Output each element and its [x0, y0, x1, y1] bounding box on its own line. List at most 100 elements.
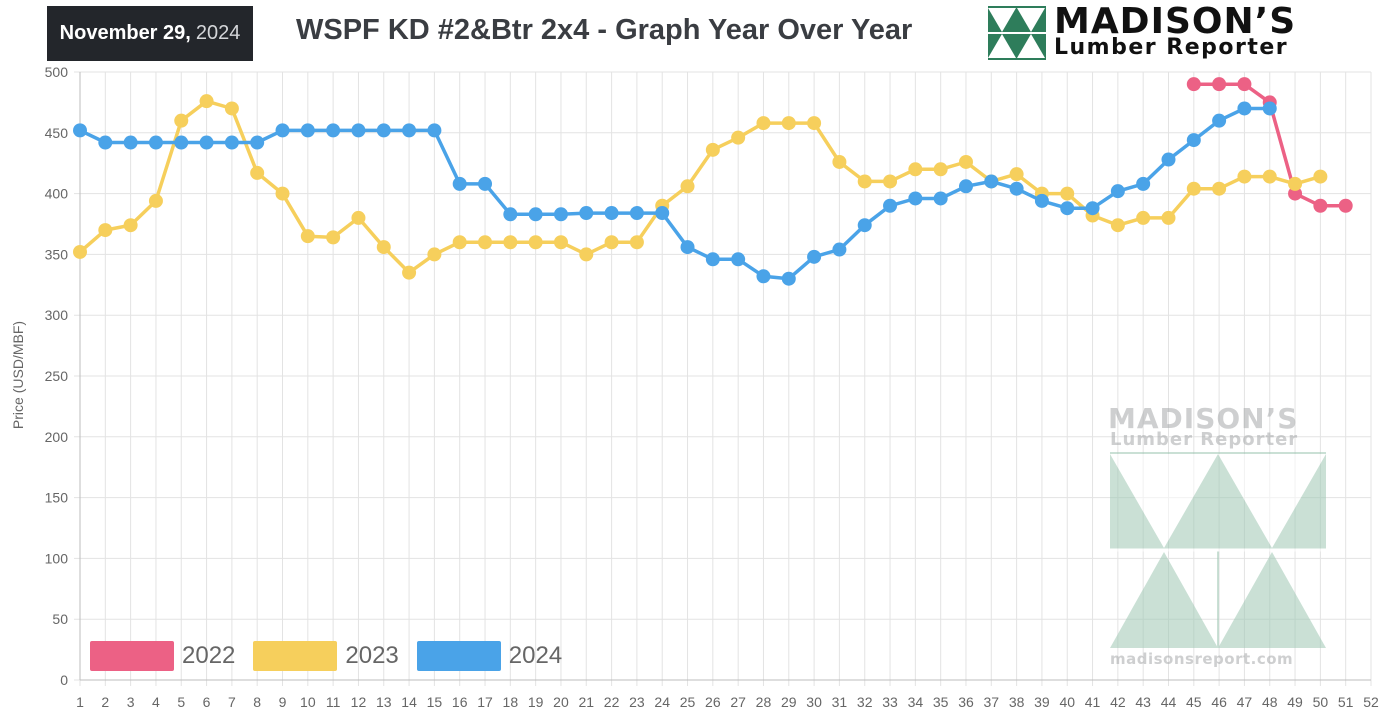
y-axis-label: Price (USD/MBF)	[10, 321, 26, 429]
x-tick-label: 22	[604, 694, 620, 710]
x-tick-label: 23	[629, 694, 645, 710]
data-point-2023	[98, 223, 113, 238]
data-point-2024	[857, 218, 872, 233]
data-point-2023	[1186, 181, 1201, 196]
x-tick-label: 30	[806, 694, 822, 710]
data-point-2022	[1237, 77, 1252, 92]
data-point-2023	[1110, 218, 1125, 233]
x-tick-label: 13	[376, 694, 392, 710]
data-point-2023	[1136, 210, 1151, 225]
logo-word-lumber-reporter: Lumber Reporter	[1054, 35, 1289, 60]
x-tick-label: 20	[553, 694, 569, 710]
x-tick-label: 9	[279, 694, 287, 710]
x-tick-label: 1	[76, 694, 84, 710]
y-tick-labels: 0 50 100 150 200 250 300 350 400 450 500	[45, 64, 69, 688]
series-lines	[73, 77, 1353, 286]
data-point-2023	[148, 193, 163, 208]
data-point-2024	[1262, 101, 1277, 116]
data-point-2024	[402, 123, 417, 138]
x-tick-label: 39	[1034, 694, 1050, 710]
data-point-2024	[376, 123, 391, 138]
data-point-2023	[478, 235, 493, 250]
x-tick-label: 51	[1338, 694, 1354, 710]
data-point-2023	[857, 174, 872, 189]
series-2024	[73, 101, 1277, 286]
y-tick-label: 300	[45, 307, 69, 323]
data-point-2024	[807, 249, 822, 264]
data-point-2023	[1313, 169, 1328, 184]
legend-swatch	[416, 641, 501, 671]
data-point-2024	[908, 191, 923, 206]
x-tick-label: 17	[477, 694, 493, 710]
data-point-2024	[224, 135, 239, 150]
data-point-2024	[98, 135, 113, 150]
logo-word-madisons: MADISON’S	[1054, 1, 1297, 42]
data-point-2023	[1060, 186, 1075, 201]
data-point-2023	[452, 235, 467, 250]
brand-logo: MADISON’S Lumber Reporter	[988, 1, 1353, 60]
y-tick-label: 250	[45, 368, 69, 384]
x-tick-label: 47	[1237, 694, 1253, 710]
y-tick-label: 500	[45, 64, 69, 80]
legend-item-2023[interactable]: 2023	[253, 641, 399, 671]
x-tick-label: 11	[326, 694, 341, 710]
data-point-2024	[452, 176, 467, 191]
x-tick-label: 45	[1186, 694, 1202, 710]
data-point-2024	[275, 123, 290, 138]
x-tick-label: 49	[1287, 694, 1303, 710]
legend-label: 2023	[345, 642, 399, 669]
data-point-2023	[1288, 176, 1303, 191]
data-point-2023	[629, 235, 644, 250]
data-point-2024	[832, 242, 847, 257]
data-point-2023	[705, 142, 720, 157]
x-tick-label: 34	[908, 694, 924, 710]
data-point-2024	[326, 123, 341, 138]
x-tick-label: 33	[882, 694, 898, 710]
data-point-2023	[1009, 167, 1024, 182]
date-badge: November 29, 2024	[47, 6, 253, 61]
watermark-word-lumber-reporter: Lumber Reporter	[1110, 429, 1299, 450]
data-point-2023	[402, 265, 417, 280]
data-point-2024	[478, 176, 493, 191]
x-tick-label: 6	[203, 694, 211, 710]
data-point-2023	[275, 186, 290, 201]
data-point-2024	[503, 207, 518, 222]
x-tick-label: 50	[1313, 694, 1329, 710]
data-point-2023	[503, 235, 518, 250]
data-point-2024	[629, 206, 644, 221]
data-point-2024	[781, 271, 796, 286]
x-tick-label: 18	[503, 694, 519, 710]
x-tick-label: 14	[401, 694, 417, 710]
x-tick-label: 28	[756, 694, 772, 710]
x-tick-label: 44	[1161, 694, 1177, 710]
x-tick-label: 29	[781, 694, 797, 710]
x-tick-label: 16	[452, 694, 468, 710]
data-point-2024	[123, 135, 138, 150]
x-tick-label: 32	[857, 694, 873, 710]
legend-item-2024[interactable]: 2024	[416, 641, 563, 671]
x-tick-label: 10	[300, 694, 316, 710]
legend-item-2022[interactable]: 2022	[90, 641, 235, 671]
legend-label: 2022	[182, 642, 236, 669]
y-tick-label: 0	[60, 672, 68, 688]
legend-label: 2024	[508, 642, 563, 669]
x-tick-label: 12	[351, 694, 367, 710]
data-point-2023	[376, 240, 391, 255]
data-point-2024	[174, 135, 189, 150]
data-point-2024	[1060, 201, 1075, 216]
data-point-2024	[579, 206, 594, 221]
x-tick-label: 35	[933, 694, 949, 710]
y-tick-label: 450	[45, 125, 69, 141]
data-point-2024	[883, 198, 898, 213]
data-point-2024	[604, 206, 619, 221]
x-tick-label: 42	[1110, 694, 1126, 710]
x-tick-label: 8	[253, 694, 261, 710]
x-tick-label: 36	[958, 694, 974, 710]
series-2023	[73, 94, 1328, 280]
data-point-2023	[908, 162, 923, 177]
data-point-2024	[528, 207, 543, 222]
x-tick-label: 43	[1135, 694, 1151, 710]
data-point-2022	[1212, 77, 1227, 92]
data-point-2023	[883, 174, 898, 189]
